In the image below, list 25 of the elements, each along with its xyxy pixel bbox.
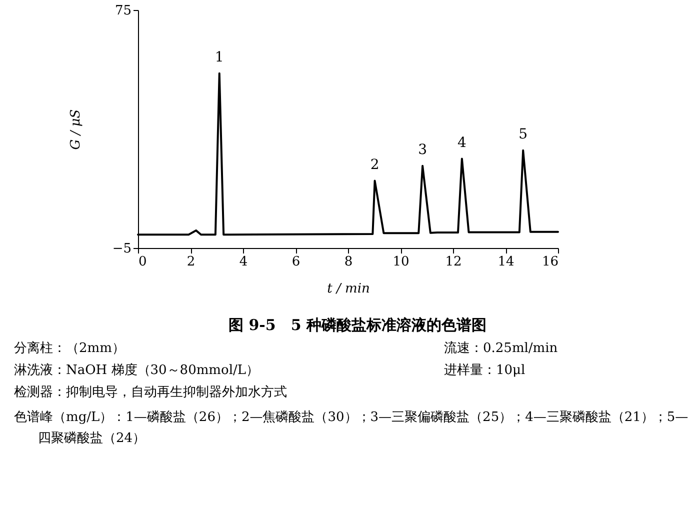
annotation: 4 [457, 134, 466, 151]
x-tick-label: 4 [239, 254, 248, 270]
y-tick-label: 75 [114, 4, 132, 18]
annotation: 1 [214, 49, 224, 66]
x-tick-label: 2 [186, 254, 196, 270]
text: 检测器：抑制电导，自动再生抑制器外加水方式 [14, 384, 288, 402]
text: 淋洗液：NaOH 梯度（30～80mmol/L） [14, 362, 260, 379]
text: 色谱峰（mg/L）：1—磷酸盐（26）；2—焦磷酸盐（30）；3—三聚偏磷酸盐（25）；4—三聚磷酸盐（21）；5—四聚磷酸盐（24） [14, 408, 690, 448]
text: 分离柱：（2mm） [14, 340, 126, 357]
text: 进样量：10μl [444, 362, 526, 379]
x-tick-label: 6 [292, 254, 300, 270]
x-tick-label: 12 [445, 254, 462, 270]
y-axis-title: G / μS [68, 109, 84, 150]
x-tick-label: 8 [344, 254, 353, 270]
x-tick-label: 0 [138, 254, 147, 270]
text: 图 9-5 5 种磷酸盐标准溶液的色谱图 [228, 316, 488, 335]
x-tick-label: 10 [392, 254, 410, 270]
annotation: 2 [370, 156, 380, 173]
annotation: 5 [518, 126, 528, 142]
x-tick-label: 16 [542, 254, 558, 270]
annotation: 3 [418, 142, 428, 158]
x-axis-title: t / min [327, 282, 370, 296]
x-tick-label: 14 [498, 254, 514, 270]
y-tick-label: −5 [112, 242, 132, 256]
text: 流速：0.25ml/min [444, 340, 559, 357]
